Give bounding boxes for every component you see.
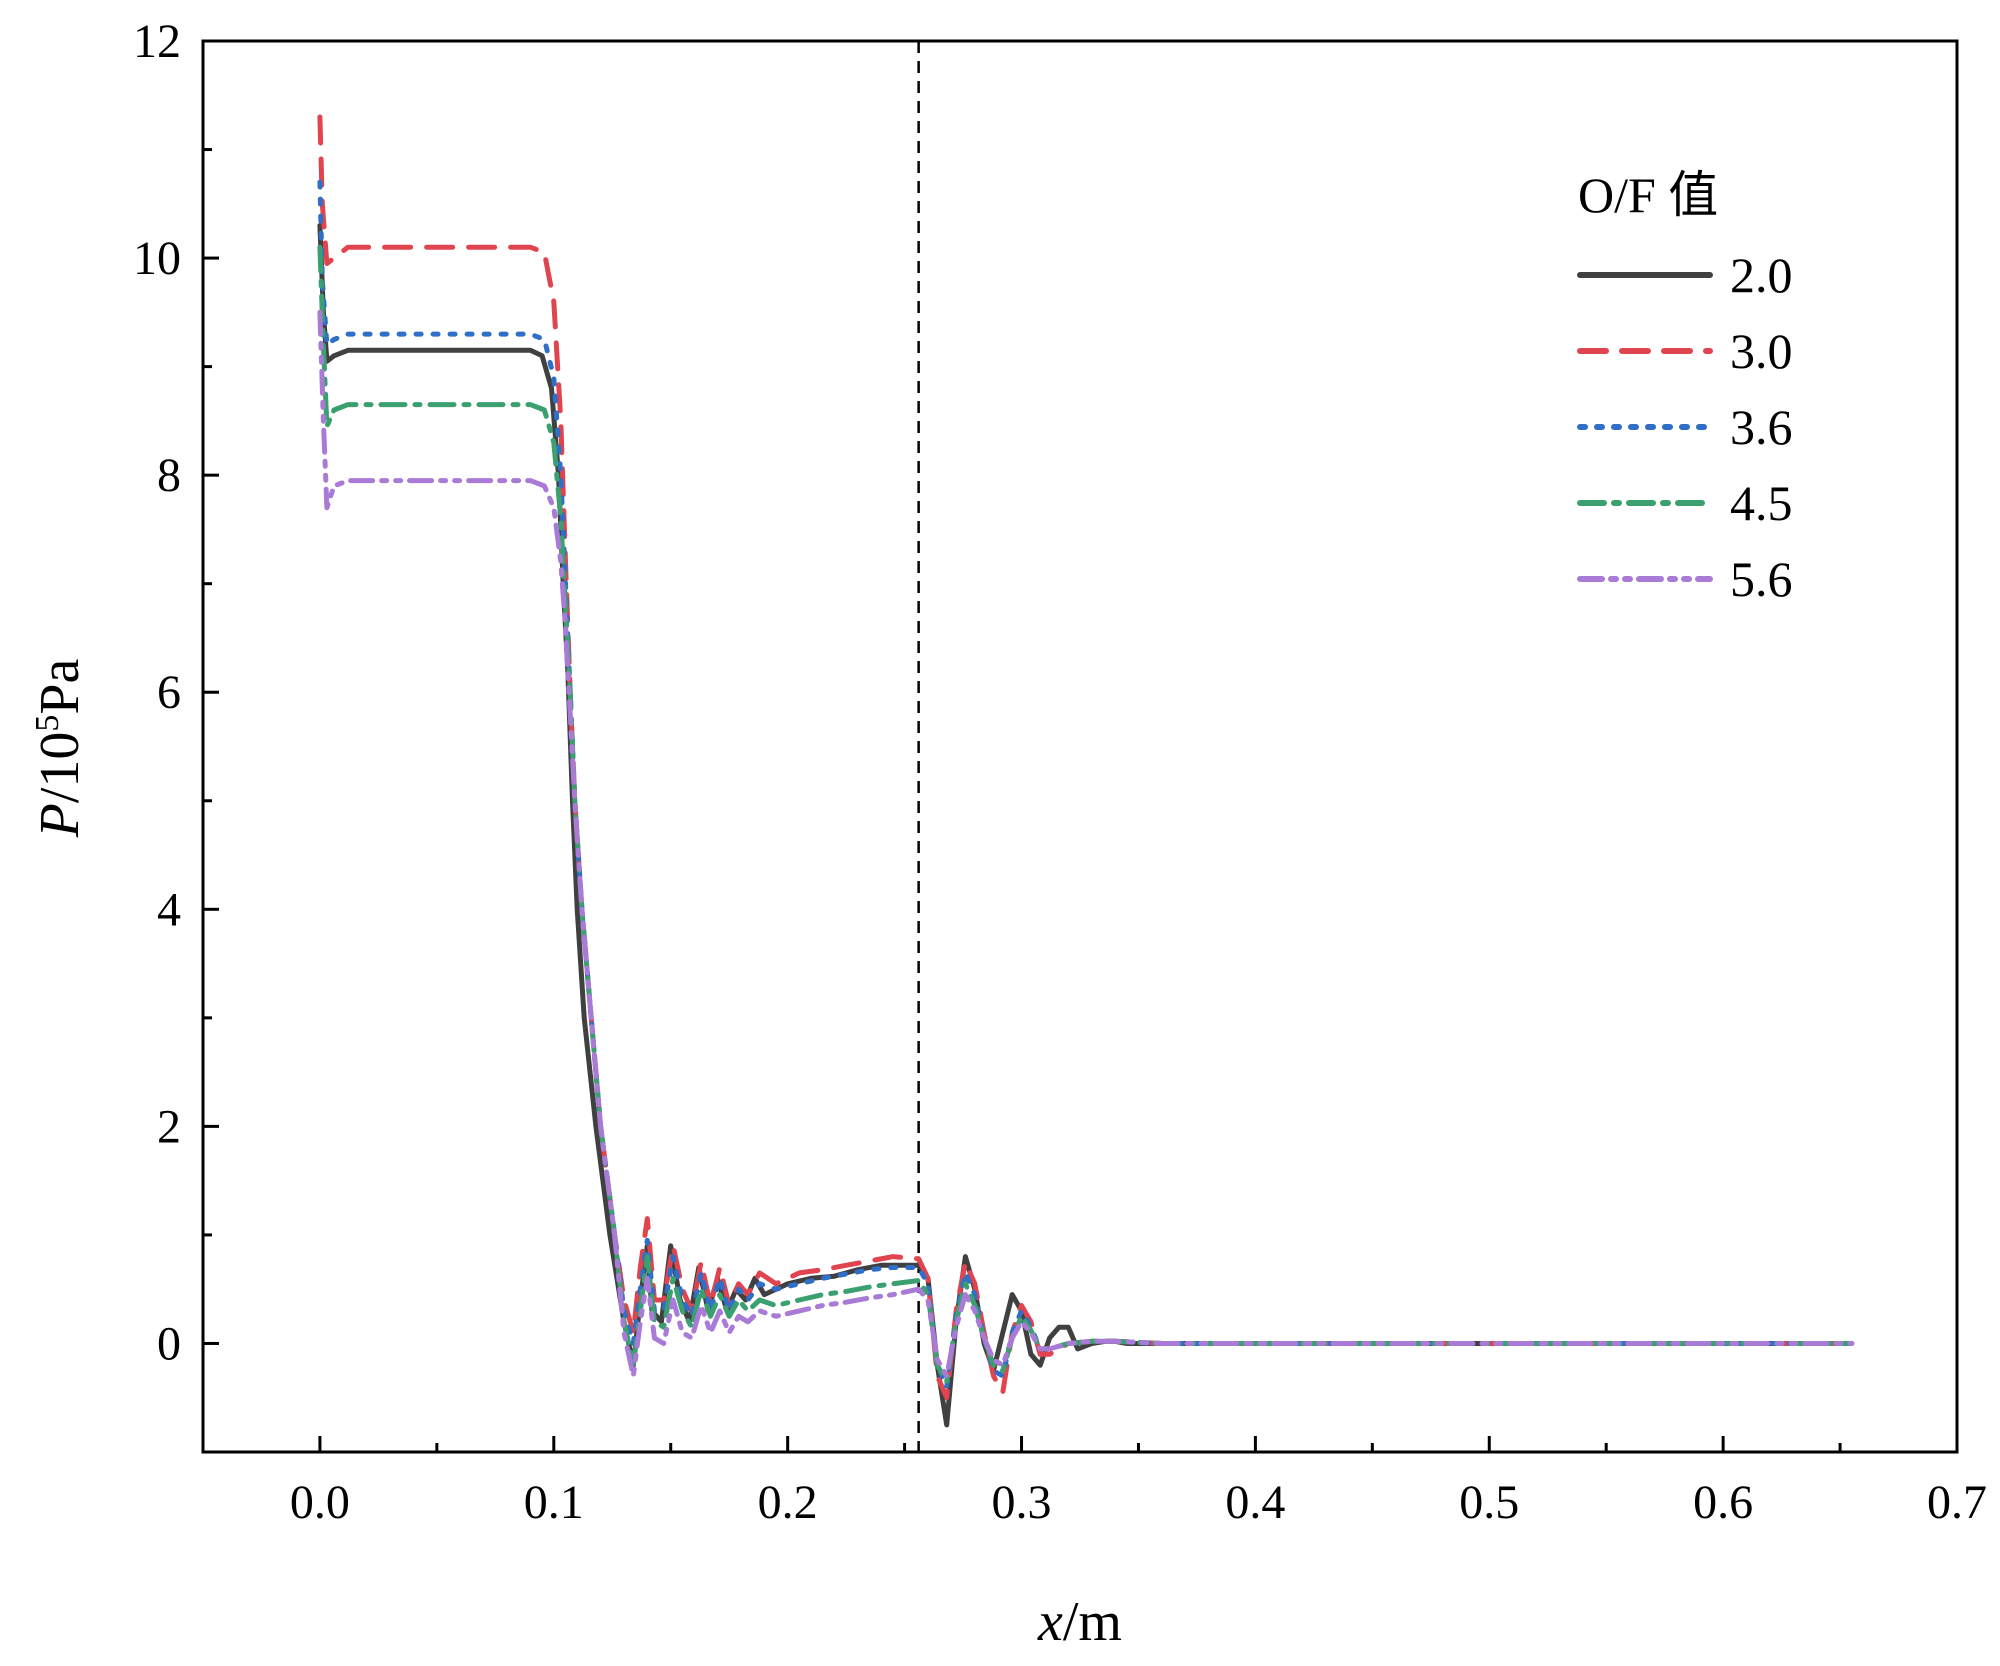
y-axis-exponent: 5 — [29, 715, 66, 732]
y-tick-label: 0 — [157, 1317, 181, 1370]
plot-frame — [201, 39, 1959, 1454]
y-axis-variable: P — [29, 803, 91, 838]
legend-label-3-0: 3.0 — [1730, 323, 1793, 379]
legend-label-5-6: 5.6 — [1730, 551, 1793, 607]
x-tick-label: 0.2 — [758, 1476, 818, 1529]
x-tick-label: 0.4 — [1225, 1476, 1285, 1529]
y-tick-label: 4 — [157, 883, 181, 936]
series-layer — [317, 114, 1855, 1428]
x-tick-label: 0.6 — [1693, 1476, 1753, 1529]
y-axis-title: P/105Pa — [29, 658, 91, 838]
series-line-5-6 — [317, 309, 1855, 1379]
y-axis-unit: Pa — [29, 658, 91, 714]
legend: O/F 值 2.0 3.0 3.6 4.5 5.6 — [1577, 167, 1793, 607]
series-line-3-0 — [317, 114, 1855, 1401]
y-tick-label: 10 — [133, 232, 181, 285]
x-tick-label: 0.1 — [524, 1476, 584, 1529]
ticks-layer: 0.0 0.1 0.2 0.3 0.4 0.5 0.6 0.7 0 2 4 6 8 10 12 — [133, 15, 1987, 1529]
legend-label-4-5: 4.5 — [1730, 475, 1793, 531]
x-tick-label: 0.0 — [290, 1476, 350, 1529]
x-axis-variable: x — [1037, 1591, 1063, 1653]
x-tick-label: 0.5 — [1459, 1476, 1519, 1529]
y-axis-scale: /10 — [29, 732, 91, 804]
x-tick-label: 0.3 — [992, 1476, 1052, 1529]
x-axis-unit: /m — [1063, 1591, 1122, 1653]
x-tick-label: 0.7 — [1927, 1476, 1987, 1529]
legend-label-2-0: 2.0 — [1730, 247, 1793, 303]
x-axis-title: x/m — [1037, 1591, 1122, 1653]
y-tick-label: 6 — [157, 666, 181, 719]
y-tick-label: 8 — [157, 449, 181, 502]
legend-label-3-6: 3.6 — [1730, 399, 1793, 455]
y-tick-label: 12 — [133, 15, 181, 68]
y-tick-label: 2 — [157, 1100, 181, 1153]
legend-title: O/F 值 — [1578, 167, 1718, 223]
